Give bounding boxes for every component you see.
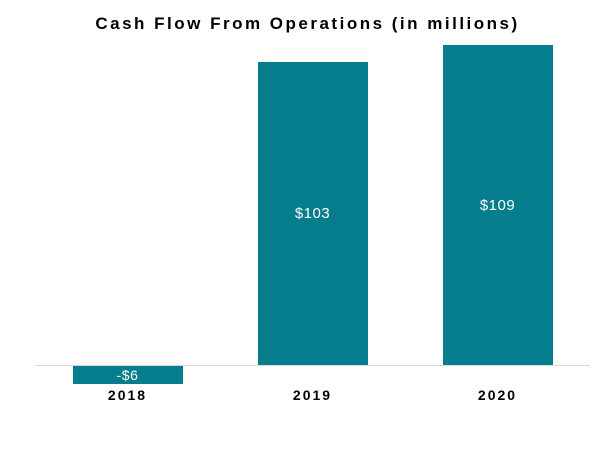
bar-value-label-2018: -$6 [116, 367, 139, 383]
bar-2019: $103 [257, 62, 368, 365]
x-axis-label-2019: 2019 [292, 387, 333, 403]
chart-title: Cash Flow From Operations (in millions) [95, 14, 520, 33]
plot-area: -$6 2018 $103 2019 $109 2020 [35, 40, 590, 440]
x-axis-label-2020: 2020 [477, 387, 518, 403]
bar-2018: -$6 [72, 366, 183, 384]
x-axis-label-2018: 2018 [107, 387, 148, 403]
bar-value-label-2020: $109 [479, 196, 516, 214]
bar-value-label-2019: $103 [294, 205, 331, 222]
bar-2020: $109 [442, 45, 553, 365]
zero-axis-line [35, 365, 590, 366]
